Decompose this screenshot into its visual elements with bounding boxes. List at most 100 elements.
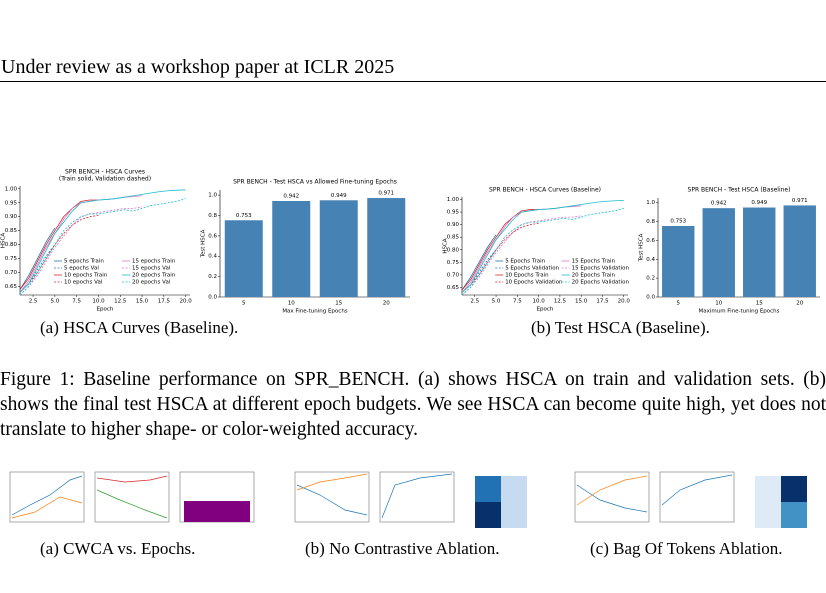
x-tick-label: 20 — [796, 301, 803, 307]
legend-label: 5 epochs Train — [64, 259, 104, 265]
bar-value-label: 0.949 — [751, 200, 767, 206]
x-tick-label: 20 — [383, 301, 390, 307]
y-tick-label: 0.95 — [5, 200, 18, 206]
thumb-line — [576, 484, 648, 513]
bar-value-label: 0.753 — [236, 213, 252, 219]
series-line — [19, 227, 56, 290]
y-tick-label: 0.80 — [447, 247, 460, 253]
bar-value-label: 0.949 — [331, 193, 347, 199]
thumb-frame — [294, 471, 370, 523]
y-tick-label: 0.6 — [208, 233, 217, 239]
x-axis-label: Maximum Fine-tuning Epochs — [698, 309, 779, 315]
legend-label: 20 epochs Val — [132, 280, 171, 286]
subcaption: (b) No Contrastive Ablation. — [305, 539, 500, 558]
y-tick-label: 0.8 — [208, 213, 217, 219]
y-tick-label: 0.0 — [208, 295, 217, 301]
subcaption: (a) CWCA vs. Epochs. — [40, 539, 196, 558]
bar-value-label: 0.753 — [670, 219, 686, 225]
y-tick-label: 0.75 — [5, 256, 18, 262]
series-line — [19, 214, 99, 293]
bar-value-label: 0.942 — [711, 201, 727, 207]
chart-subtitle: (Train solid, Validation dashed) — [59, 176, 151, 183]
x-tick-label: 15 — [756, 301, 763, 307]
x-tick-label: 5 — [677, 301, 681, 307]
y-tick-label: 0.65 — [447, 285, 460, 291]
thumb-frame — [9, 471, 85, 523]
thumb-bar — [184, 501, 250, 522]
figure-caption: Figure 1: Baseline performance on SPR_BE… — [0, 369, 826, 440]
bar — [702, 208, 735, 297]
y-tick-label: 0.8 — [646, 219, 655, 225]
thumb-heatmap — [475, 476, 501, 502]
y-axis-label: Test HSCA — [639, 233, 645, 262]
thumb-frame — [94, 471, 170, 523]
legend-label: 10 epochs Train — [64, 273, 108, 279]
thumb-frame — [379, 471, 455, 523]
series-line — [461, 200, 624, 293]
series-line — [461, 234, 497, 291]
y-tick-label: 0.85 — [5, 228, 18, 234]
y-tick-label: 0.70 — [5, 270, 18, 276]
x-tick-label: 20.0 — [618, 299, 631, 305]
series-line — [461, 209, 539, 291]
bar — [743, 207, 776, 297]
y-tick-label: 0.70 — [447, 272, 460, 278]
y-tick-label: 0.6 — [646, 238, 655, 244]
x-tick-label: 15 — [335, 301, 342, 307]
thumb-line — [661, 474, 733, 506]
series-line — [19, 199, 99, 290]
thumb-line — [11, 475, 83, 516]
y-tick-label: 0.4 — [208, 254, 217, 260]
y-tick-label: 0.75 — [447, 260, 460, 266]
thumb-heatmap — [781, 502, 807, 528]
thumb-line — [381, 473, 453, 519]
y-tick-label: 0.90 — [5, 214, 18, 220]
bar-value-label: 0.971 — [378, 191, 394, 197]
x-tick-label: 10 — [715, 301, 722, 307]
series-line — [461, 215, 582, 296]
legend-label: 5 Epochs Train — [505, 259, 545, 265]
x-tick-label: 10.0 — [92, 299, 105, 305]
thumb-heatmap — [475, 502, 501, 528]
running-header: Under review as a workshop paper at ICLR… — [1, 56, 395, 78]
bar — [224, 220, 263, 297]
x-axis-label: Epoch — [537, 307, 554, 313]
subcaption: (c) Bag Of Tokens Ablation. — [590, 539, 783, 558]
x-tick-label: 10 — [288, 301, 295, 307]
x-tick-label: 10.0 — [532, 299, 545, 305]
x-tick-label: 15.0 — [136, 299, 149, 305]
x-tick-label: 12.5 — [554, 299, 567, 305]
chart-title: SPR BENCH - HSCA Curves — [65, 169, 145, 176]
y-tick-label: 0.2 — [208, 274, 217, 280]
legend-label: 15 Epochs Validation — [572, 266, 630, 272]
legend-label: 15 Epochs Train — [572, 259, 616, 265]
legend-label: 20 epochs Train — [132, 273, 176, 279]
y-tick-label: 0.4 — [646, 257, 655, 263]
x-tick-label: 5 — [242, 301, 246, 307]
bar — [319, 200, 358, 297]
x-axis-label: Max Fine-tuning Epochs — [282, 309, 347, 315]
x-tick-label: 20.0 — [180, 299, 193, 305]
y-tick-label: 1.00 — [5, 186, 18, 192]
bar-value-label: 0.942 — [283, 194, 299, 200]
legend-label: 20 Epochs Train — [572, 273, 616, 279]
subcaption: (a) HSCA Curves (Baseline). — [40, 318, 239, 337]
y-tick-label: 0.0 — [646, 295, 655, 301]
x-tick-label: 2.5 — [29, 299, 38, 305]
x-axis-label: Epoch — [97, 307, 114, 313]
x-tick-label: 5.0 — [50, 299, 59, 305]
y-tick-label: 0.65 — [5, 284, 18, 290]
x-tick-label: 17.5 — [596, 299, 609, 305]
y-axis-label: HSCA — [1, 233, 7, 248]
y-tick-label: 0.80 — [5, 242, 18, 248]
chart-title: SPR BENCH - Test HSCA (Baseline) — [688, 187, 791, 194]
figure2-thumbnails — [9, 471, 807, 528]
thumb-line — [11, 496, 83, 519]
y-tick-label: 1.0 — [208, 193, 217, 199]
chart-title: SPR BENCH - HSCA Curves (Baseline) — [489, 187, 601, 194]
thumb-line — [96, 475, 168, 483]
chart-title: SPR BENCH - Test HSCA vs Allowed Fine-tu… — [233, 179, 397, 186]
x-tick-label: 17.5 — [158, 299, 171, 305]
